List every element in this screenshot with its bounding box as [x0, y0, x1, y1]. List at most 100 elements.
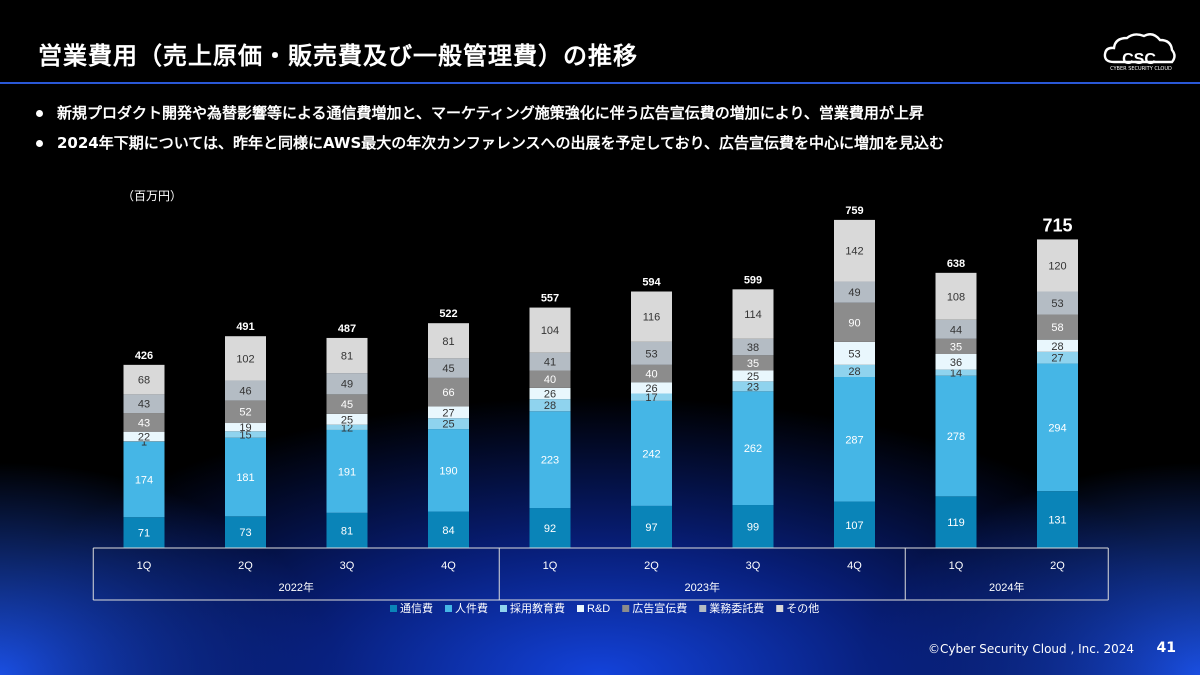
- data-label: 44: [950, 324, 962, 336]
- total-label: 426: [135, 350, 153, 362]
- legend-label: 業務委託費: [709, 601, 764, 615]
- legend-swatch: [776, 605, 784, 612]
- data-label: 131: [1048, 515, 1066, 527]
- copyright-footer: ©Cyber Security Cloud , Inc. 2024: [928, 642, 1134, 656]
- data-label: 119: [947, 517, 965, 529]
- data-label: 26: [645, 383, 657, 395]
- bar-segment: [1037, 239, 1078, 292]
- logo-subtext: CYBER SECURITY CLOUD: [1110, 66, 1172, 72]
- bar-segment: [834, 377, 875, 502]
- data-label: 294: [1048, 422, 1066, 434]
- bar-segment: [631, 341, 672, 365]
- legend-swatch: [699, 605, 707, 612]
- data-label: 53: [848, 348, 860, 360]
- bar-segment: [428, 358, 469, 378]
- bar-segment: [631, 291, 672, 342]
- bar-segment: [225, 423, 266, 432]
- data-label: 25: [747, 371, 759, 383]
- x-tick-label: 4Q: [441, 560, 456, 572]
- data-label: 35: [747, 358, 759, 370]
- data-label: 38: [747, 342, 759, 354]
- data-label: 27: [1051, 353, 1063, 365]
- data-label: 104: [541, 325, 559, 337]
- data-label: 262: [744, 443, 762, 455]
- year-group-label: 2024年: [989, 580, 1024, 594]
- bar-segment: [1037, 339, 1078, 352]
- total-label: 491: [236, 321, 254, 333]
- bar-segment: [326, 424, 368, 430]
- bar-segment: [428, 429, 469, 512]
- legend-label: 人件費: [455, 601, 488, 615]
- data-label: 15: [239, 430, 251, 442]
- data-label: 49: [341, 379, 353, 391]
- bar-segment: [834, 501, 875, 548]
- bar-segment: [631, 382, 672, 394]
- data-label: 17: [645, 392, 657, 404]
- bar-segment: [225, 437, 266, 517]
- bar-segment: [326, 394, 368, 414]
- page-number: 41: [1156, 640, 1176, 656]
- total-label: 715: [1042, 215, 1072, 235]
- data-label: 40: [544, 374, 556, 386]
- year-group-label: 2022年: [279, 580, 314, 594]
- bar-segment: [326, 373, 368, 395]
- bar-segment: [326, 337, 368, 374]
- bar-segment: [123, 431, 165, 442]
- data-label: 73: [239, 527, 251, 539]
- legend-label: 広告宣伝費: [632, 601, 687, 615]
- data-label: 27: [442, 407, 454, 419]
- data-label: 52: [239, 407, 251, 419]
- data-label: 40: [645, 369, 657, 381]
- data-label: 53: [1051, 298, 1063, 310]
- data-label: 12: [341, 422, 353, 434]
- data-label: 43: [138, 399, 150, 411]
- data-label: 49: [848, 287, 860, 299]
- bar-segment: [935, 319, 977, 339]
- total-label: 638: [947, 258, 965, 270]
- bar-segment: [834, 219, 875, 282]
- data-label: 36: [950, 357, 962, 369]
- bar-segment: [225, 431, 266, 438]
- bar-segment: [631, 364, 672, 383]
- legend-label: 通信費: [400, 601, 433, 615]
- x-tick-label: 3Q: [340, 560, 355, 572]
- bar-segment: [529, 411, 571, 509]
- x-tick-label: 1Q: [949, 560, 964, 572]
- data-label: 107: [845, 520, 863, 532]
- legend-label: 採用教育費: [510, 601, 565, 615]
- data-label: 181: [236, 472, 254, 484]
- bar-segment: [326, 413, 368, 425]
- data-label: 41: [544, 357, 556, 369]
- bullet-list: 新規プロダクト開発や為替影響等による通信費増加と、マーケティング施策強化に伴う広…: [36, 98, 944, 158]
- bar-segment: [834, 302, 875, 342]
- bar-segment: [1037, 314, 1078, 340]
- bar-segment: [529, 307, 571, 353]
- data-label: 191: [338, 466, 356, 478]
- total-label: 594: [642, 277, 661, 289]
- bullet-text: 新規プロダクト開発や為替影響等による通信費増加と、マーケティング施策強化に伴う広…: [57, 104, 924, 122]
- bullet-dot: [36, 109, 43, 117]
- bar-segment: [123, 517, 165, 548]
- data-label: 68: [138, 375, 150, 387]
- x-tick-label: 1Q: [543, 560, 558, 572]
- data-label: 25: [341, 414, 353, 426]
- bar-segment: [834, 281, 875, 303]
- total-label: 557: [541, 293, 559, 305]
- bar-segment: [732, 391, 774, 506]
- bar-segment: [123, 413, 165, 432]
- data-label: 28: [848, 366, 860, 378]
- x-tick-label: 3Q: [746, 560, 761, 572]
- data-label: 26: [544, 388, 556, 400]
- legend-label: R&D: [587, 603, 610, 615]
- data-label: 35: [950, 341, 962, 353]
- data-label: 108: [947, 291, 965, 303]
- data-label: 102: [236, 353, 254, 365]
- legend-swatch: [390, 605, 397, 612]
- bar-segment: [1037, 491, 1078, 548]
- bar-segment: [123, 394, 165, 414]
- data-label: 81: [341, 351, 353, 363]
- bar-segment: [428, 377, 469, 407]
- data-label: 97: [645, 522, 657, 534]
- csc-logo: CSC: [1103, 33, 1176, 68]
- legend-label: その他: [786, 602, 819, 615]
